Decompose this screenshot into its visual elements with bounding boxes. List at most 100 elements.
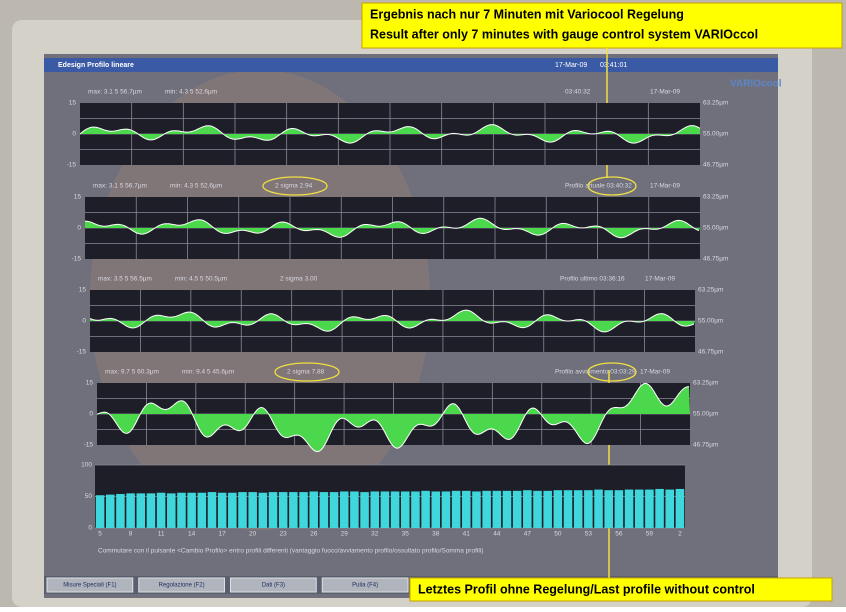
x-tick-label: 47 bbox=[524, 531, 532, 538]
right-tick-label: 55.00µm bbox=[698, 318, 723, 325]
bar bbox=[502, 490, 512, 528]
right-tick-label: 63.25µm bbox=[693, 380, 718, 387]
highlight bbox=[587, 362, 637, 382]
bar bbox=[573, 490, 583, 528]
button[interactable] bbox=[230, 577, 317, 593]
highlight bbox=[274, 362, 340, 382]
right-tick-label: 46.75µm bbox=[698, 349, 723, 356]
bar bbox=[400, 491, 410, 528]
x-tick-label: 5 bbox=[98, 531, 102, 538]
profile-date: 17-Mar-09 bbox=[650, 89, 680, 96]
x-tick-label: 50 bbox=[554, 531, 562, 538]
bar bbox=[167, 493, 176, 528]
min-text: min: 4.5 5 50.5µm bbox=[175, 276, 227, 283]
x-tick-label: 2 bbox=[678, 531, 682, 538]
bar bbox=[126, 493, 135, 528]
bar bbox=[228, 492, 237, 528]
annotation-text: Result after only 7 minutes with gauge c… bbox=[370, 27, 758, 41]
bar bbox=[177, 492, 186, 528]
bar bbox=[634, 489, 644, 528]
x-tick-label: 53 bbox=[585, 531, 593, 538]
max-text: max: 3.5 5 56.5µm bbox=[98, 276, 152, 283]
sigma-text: 2 sigma 7.88 bbox=[287, 369, 325, 376]
bar bbox=[278, 492, 288, 528]
profile-date: 17-Mar-09 bbox=[650, 183, 680, 190]
bar bbox=[217, 492, 227, 528]
y-tick-label: 50 bbox=[85, 493, 93, 500]
button-label: Dati (F3) bbox=[262, 583, 285, 589]
bar bbox=[462, 490, 471, 528]
x-tick-label: 35 bbox=[402, 531, 410, 538]
profile-date: 17-Mar-09 bbox=[640, 369, 670, 376]
bar bbox=[329, 492, 339, 528]
button-label: Regolazione (F2) bbox=[159, 583, 205, 589]
right-tick-label: 46.75µm bbox=[703, 256, 728, 263]
bar bbox=[614, 490, 624, 528]
x-tick-label: 29 bbox=[341, 531, 349, 538]
left-tick-label: -15 bbox=[77, 349, 87, 356]
y-tick-label: 0 bbox=[88, 525, 92, 532]
button-label: Misure Speciali (F1) bbox=[63, 583, 116, 589]
button[interactable] bbox=[46, 577, 134, 593]
right-tick-label: 55.00µm bbox=[693, 411, 718, 418]
x-tick-label: 56 bbox=[615, 531, 623, 538]
bar bbox=[451, 490, 461, 528]
x-tick-label: 8 bbox=[129, 531, 133, 538]
bar bbox=[655, 488, 664, 528]
profile-fill bbox=[85, 218, 700, 238]
right-tick-label: 63.25µm bbox=[703, 100, 728, 107]
bar bbox=[472, 491, 481, 528]
bar bbox=[512, 490, 522, 528]
bar bbox=[146, 493, 156, 528]
bar bbox=[665, 489, 675, 528]
bar bbox=[594, 489, 603, 528]
x-tick-label: 23 bbox=[280, 531, 288, 538]
bar bbox=[136, 493, 146, 528]
bar bbox=[431, 491, 441, 528]
bar bbox=[584, 490, 593, 528]
button[interactable] bbox=[138, 577, 225, 593]
x-tick-label: 32 bbox=[371, 531, 379, 538]
profile-label: 03:40:32 bbox=[565, 89, 591, 96]
button-label: Pulia (F4) bbox=[352, 583, 378, 589]
profile-fill bbox=[80, 124, 700, 144]
bar bbox=[289, 492, 298, 528]
profile-label: Profilo ultimo 03:36:16 bbox=[560, 276, 625, 283]
bar bbox=[319, 492, 329, 528]
right-tick-label: 46.75µm bbox=[703, 162, 728, 169]
right-tick-label: 46.75µm bbox=[693, 442, 718, 449]
annotation-text: Letztes Profil ohne Regelung/Last profil… bbox=[418, 582, 755, 596]
annotation-box bbox=[361, 2, 843, 49]
bar bbox=[95, 495, 105, 528]
bar bbox=[187, 492, 196, 528]
brand: VARIOcool bbox=[730, 79, 782, 90]
left-tick-label: 15 bbox=[79, 287, 87, 294]
bar bbox=[370, 491, 380, 528]
right-tick-label: 55.00µm bbox=[703, 131, 728, 138]
bar bbox=[238, 492, 247, 528]
bar bbox=[482, 490, 491, 528]
min-text: min: 4.3 5 52.6µm bbox=[165, 89, 217, 96]
bar bbox=[248, 492, 257, 528]
window-title: Edesign Profilo lineare bbox=[58, 62, 134, 69]
bar bbox=[624, 489, 634, 528]
bar bbox=[492, 490, 502, 528]
bar bbox=[533, 490, 542, 528]
left-tick-label: 15 bbox=[74, 194, 82, 201]
profile-line bbox=[79, 124, 701, 144]
profile-fill bbox=[97, 383, 690, 452]
button[interactable] bbox=[321, 577, 409, 593]
bar bbox=[604, 490, 613, 528]
right-tick-label: 63.25µm bbox=[703, 194, 728, 201]
bar bbox=[360, 492, 369, 528]
max-text: max: 3.1 5 56.7µm bbox=[88, 89, 142, 96]
bar bbox=[197, 492, 207, 528]
highlight bbox=[587, 176, 637, 196]
max-text: max: 9.7 5 60.3µm bbox=[105, 369, 159, 376]
x-tick-label: 17 bbox=[219, 531, 227, 538]
bar bbox=[543, 490, 552, 528]
x-tick-label: 26 bbox=[310, 531, 318, 538]
profile-label: Profilo attuale 03:40:32 bbox=[565, 183, 632, 190]
left-tick-label: -15 bbox=[84, 442, 94, 449]
bar bbox=[523, 490, 532, 528]
